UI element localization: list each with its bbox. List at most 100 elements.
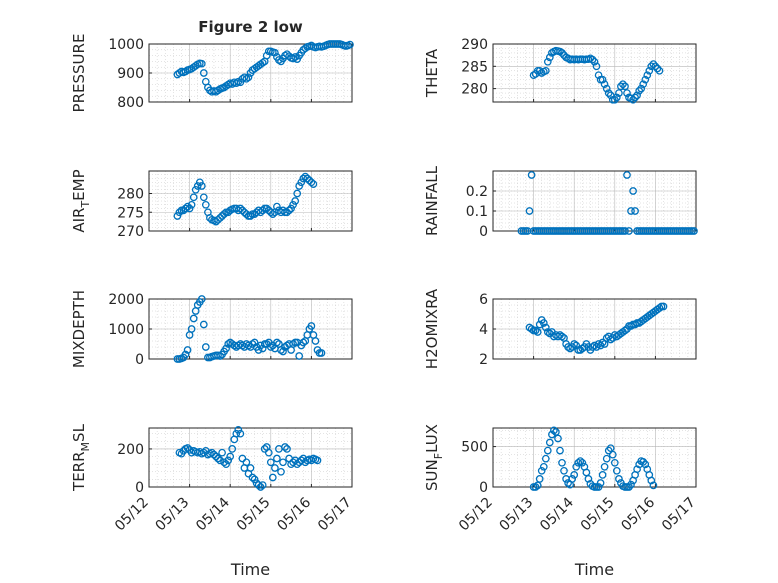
data-point [273,202,281,211]
data-point [576,457,585,465]
data-point [228,445,237,453]
data-point [197,59,206,68]
data-point [232,79,241,88]
x-tick-label: 05/13 [497,495,537,535]
data-point [602,454,611,463]
data-point [214,215,222,224]
data-point [627,207,635,215]
data-point [610,95,619,104]
y-tick-label: 2000 [108,292,144,308]
data-point [615,89,623,97]
y-axis-label: MIXDEPTH [70,290,88,368]
y-tick-label: 280 [461,82,488,98]
subplot-air_temp: 270 275 280 AIRTEMP [70,169,353,240]
data-point [623,89,631,97]
data-point [199,69,208,77]
data-point [610,458,619,467]
y-tick-label: 280 [117,187,144,203]
x-axis-label: Time [574,560,614,579]
x-tick-label: 05/15 [578,495,618,535]
data-point [627,480,635,489]
data-point [592,62,601,71]
subplot-theta: 280 285 290 THETA [423,37,697,104]
y-axis-label: AIRTEMP [70,169,92,232]
data-point [612,466,621,475]
axes-box [492,427,697,488]
x-tick-label: 05/15 [234,495,274,535]
data-point [256,208,265,217]
y-tick-label: 275 [117,205,144,221]
y-tick-label: 1000 [108,322,144,338]
data-point [201,200,210,209]
data-point [273,338,281,347]
y-tick-label: 900 [117,66,144,82]
data-point [266,343,275,351]
data-point [273,454,281,463]
data-point [283,445,291,453]
data-point [281,443,289,451]
data-point [531,483,540,491]
data-point [527,325,536,333]
data-point [633,91,641,100]
data-point [226,452,235,461]
y-tick-label: 0 [479,480,488,496]
data-point [293,460,302,469]
data-point [279,458,287,467]
data-point [621,82,629,91]
data-point [197,295,206,303]
data-point [244,73,253,82]
data-point [216,456,224,465]
y-tick-label: 0 [135,480,144,496]
y-tick-label: 270 [117,224,144,240]
data-point [224,456,233,465]
data-point [541,454,550,463]
data-point [633,465,641,474]
data-point [264,448,273,457]
data-point [246,464,255,472]
y-axis-label: TERRMSL [70,423,92,492]
data-point [201,343,210,351]
x-tick-label: 05/16 [274,494,314,534]
data-point [187,200,196,209]
data-point [570,471,579,479]
subplot-mixdepth: 0 1000 2000 MIXDEPTH [70,290,353,368]
data-point [238,454,247,463]
y-tick-label: 0.2 [466,184,488,200]
data-point [594,483,603,491]
data-point [604,89,613,97]
data-point [279,347,287,356]
data-point [254,346,263,354]
data-point [268,473,277,482]
data-point [244,341,253,350]
data-point [637,84,646,93]
data-point [572,462,581,471]
y-tick-label: 0 [479,224,488,240]
data-point [236,204,245,213]
y-tick-label: 6 [479,292,488,308]
data-point [639,80,648,89]
data-point [558,458,566,467]
axes-box [492,43,697,103]
data-point [619,80,627,89]
data-point [246,212,255,220]
data-point [301,44,310,53]
y-tick-label: 0 [135,352,144,368]
data-point [313,456,322,465]
data-point [649,481,658,490]
data-point [295,182,304,190]
data-point [199,193,208,202]
data-point [631,320,639,329]
data-point [193,182,202,190]
data-point [584,475,593,483]
data-point [535,475,544,483]
data-point [250,475,259,484]
data-point [539,319,548,327]
x-tick-label: 05/13 [153,495,193,535]
y-tick-label: 200 [117,442,144,458]
y-axis-label: RAINFALL [423,165,441,236]
data-point [258,58,267,67]
plot-area [148,427,353,488]
data-point [612,93,621,102]
subplot-terr_msl: 0 200 05/12 05/13 05/14 05/15 05/16 05/17 Time TE… [70,423,355,579]
